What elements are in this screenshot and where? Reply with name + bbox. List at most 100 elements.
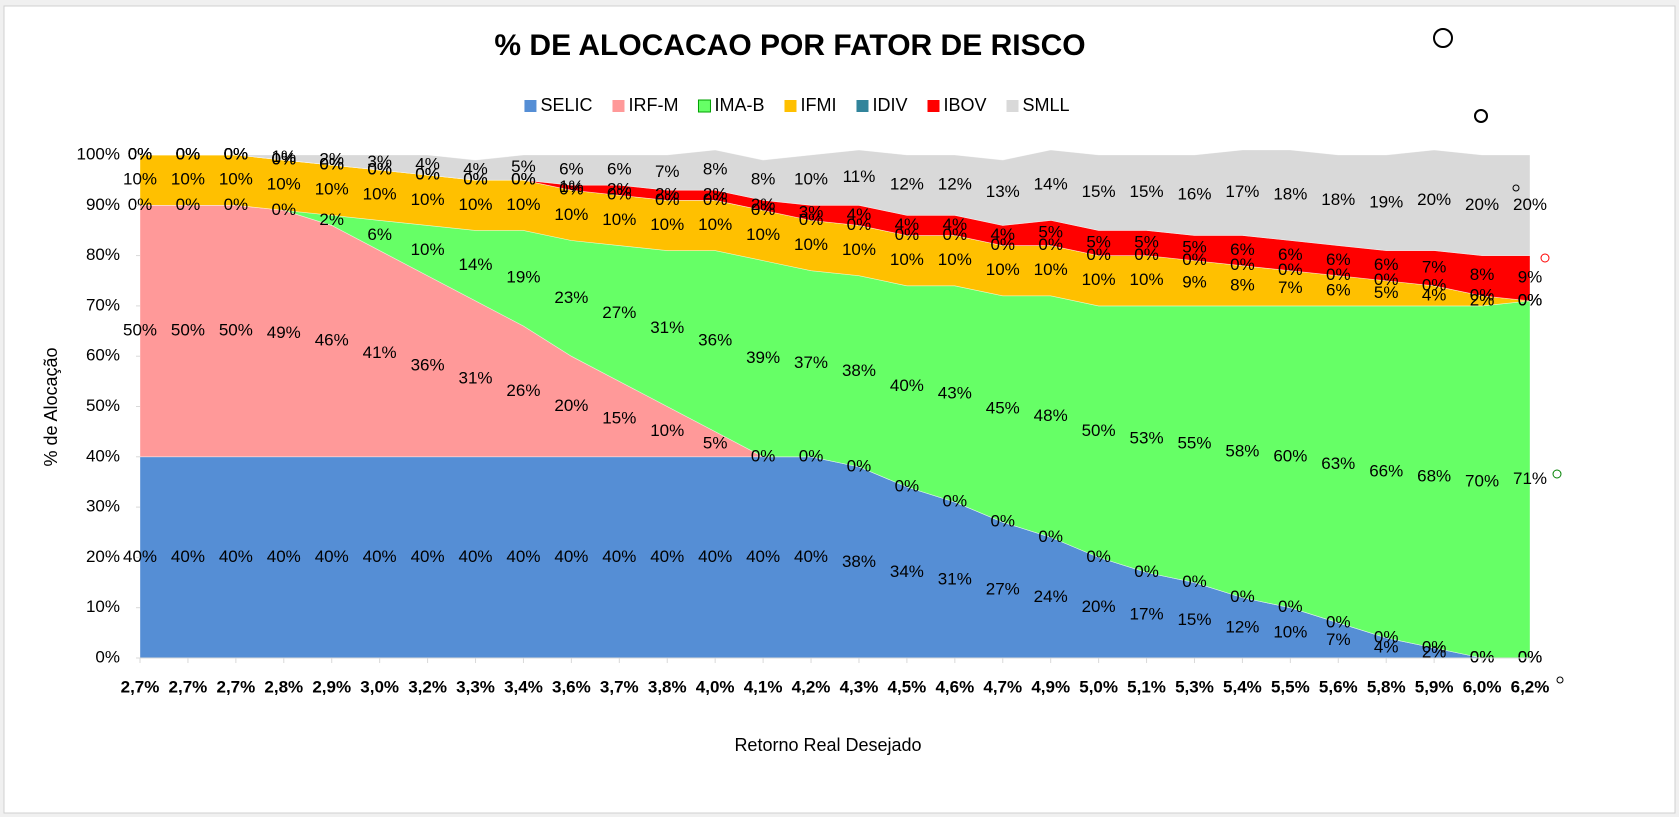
y-tick-label: 50% — [86, 396, 120, 415]
data-label: 10% — [411, 190, 445, 209]
data-label: 0% — [1038, 527, 1063, 546]
data-label: 40% — [698, 547, 732, 566]
data-label: 5% — [1086, 233, 1111, 252]
data-label: 0% — [367, 160, 392, 179]
data-label: 0% — [128, 195, 153, 214]
data-label: 0% — [703, 190, 728, 209]
data-label: 20% — [554, 396, 588, 415]
data-label: 10% — [411, 240, 445, 259]
y-tick-label: 10% — [86, 597, 120, 616]
x-tick-label: 3,8% — [648, 677, 687, 696]
data-label: 0% — [1278, 260, 1303, 279]
data-label: 0% — [799, 446, 824, 465]
data-label: 0% — [224, 144, 249, 163]
data-label: 27% — [986, 580, 1020, 599]
data-label: 0% — [990, 512, 1015, 531]
y-tick-label: 30% — [86, 497, 120, 516]
data-label: 50% — [219, 321, 253, 340]
legend-swatch — [856, 100, 869, 112]
data-label: 10% — [746, 225, 780, 244]
shape-handle — [1540, 253, 1550, 263]
data-label: 40% — [506, 547, 540, 566]
data-label: 0% — [1230, 255, 1255, 274]
data-label: 38% — [842, 552, 876, 571]
data-label: 0% — [1518, 290, 1543, 309]
data-label: 20% — [1513, 195, 1547, 214]
data-label: 40% — [171, 547, 205, 566]
data-label: 5% — [1182, 238, 1207, 257]
legend-label: SMLL — [1023, 95, 1070, 115]
data-label: 26% — [506, 381, 540, 400]
data-label: 13% — [986, 182, 1020, 201]
x-tick-label: 3,7% — [600, 677, 639, 696]
legend-swatch — [784, 100, 797, 112]
data-label: 10% — [794, 170, 828, 189]
legend-label: IMA-B — [714, 95, 764, 115]
data-label: 7% — [1278, 278, 1303, 297]
data-label: 10% — [698, 215, 732, 234]
data-label: 0% — [463, 170, 488, 189]
x-tick-label: 5,0% — [1079, 677, 1118, 696]
data-label: 0% — [895, 476, 920, 495]
data-label: 40% — [123, 547, 157, 566]
data-label: 0% — [943, 492, 968, 511]
data-label: 40% — [602, 547, 636, 566]
data-label: 23% — [554, 288, 588, 307]
data-label: 15% — [602, 409, 636, 428]
data-label: 12% — [890, 175, 924, 194]
data-label: 71% — [1513, 469, 1547, 488]
x-tick-label: 4,2% — [792, 677, 831, 696]
data-label: 8% — [703, 160, 728, 179]
data-label: 40% — [315, 547, 349, 566]
y-tick-label: 40% — [86, 446, 120, 465]
data-label: 12% — [1225, 617, 1259, 636]
data-label: 10% — [219, 170, 253, 189]
data-label: 10% — [267, 175, 301, 194]
x-tick-label: 3,6% — [552, 677, 591, 696]
data-label: 41% — [363, 343, 397, 362]
data-label: 4% — [895, 215, 920, 234]
data-label: 17% — [1225, 182, 1259, 201]
legend-swatch — [612, 100, 625, 112]
data-label: 0% — [319, 155, 344, 174]
data-label: 2% — [607, 180, 632, 199]
data-label: 15% — [1177, 610, 1211, 629]
legend-label: IBOV — [944, 95, 987, 115]
x-tick-label: 3,4% — [504, 677, 543, 696]
data-label: 10% — [315, 180, 349, 199]
data-label: 7% — [655, 162, 680, 181]
data-label: 2% — [319, 210, 344, 229]
data-label: 16% — [1177, 185, 1211, 204]
data-label: 6% — [1230, 240, 1255, 259]
data-label: 0% — [1278, 597, 1303, 616]
data-label: 48% — [1034, 406, 1068, 425]
data-label: 0% — [847, 456, 872, 475]
x-tick-label: 4,6% — [935, 677, 974, 696]
data-label: 10% — [1130, 270, 1164, 289]
legend-label: SELIC — [540, 95, 592, 115]
data-label: 4% — [1374, 637, 1399, 656]
data-label: 20% — [1417, 190, 1451, 209]
data-label: 0% — [176, 144, 201, 163]
shape-handle — [1433, 28, 1453, 48]
data-label: 10% — [554, 205, 588, 224]
data-label: 0% — [415, 165, 440, 184]
data-label: 39% — [746, 348, 780, 367]
data-label: 0% — [272, 150, 297, 169]
data-label: 2% — [655, 185, 680, 204]
x-tick-label: 4,1% — [744, 677, 783, 696]
data-label: 10% — [1273, 622, 1307, 641]
data-label: 5% — [1038, 222, 1063, 241]
data-label: 10% — [986, 260, 1020, 279]
data-label: 10% — [363, 185, 397, 204]
legend-label: IFMI — [800, 95, 836, 115]
data-label: 0% — [463, 170, 488, 189]
data-label: 50% — [123, 321, 157, 340]
y-tick-label: 60% — [86, 346, 120, 365]
data-label: 6% — [559, 160, 584, 179]
data-label: 50% — [1082, 421, 1116, 440]
area — [140, 149, 1531, 256]
data-label: 4% — [463, 160, 488, 179]
data-label: 36% — [411, 356, 445, 375]
data-label: 49% — [267, 323, 301, 342]
